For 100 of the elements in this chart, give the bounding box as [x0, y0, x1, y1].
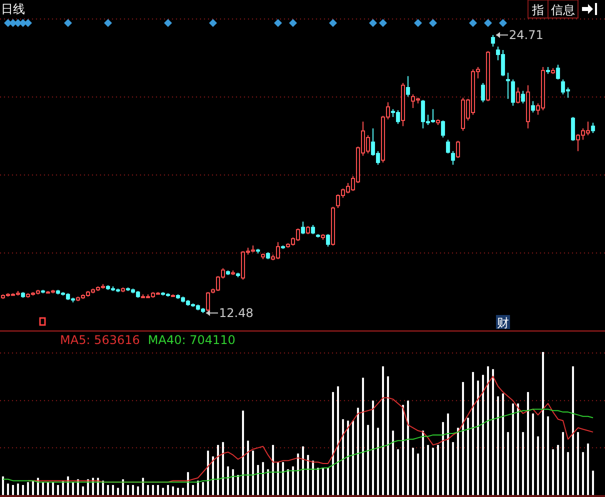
- bar: [102, 480, 104, 495]
- candlestick: [481, 82, 485, 103]
- bar: [352, 420, 354, 495]
- bar: [132, 484, 134, 495]
- bar: [427, 444, 429, 495]
- bar: [327, 468, 329, 495]
- bar: [362, 378, 364, 495]
- bar: [27, 482, 29, 495]
- bar: [552, 449, 554, 495]
- candlestick: [571, 116, 575, 142]
- candlestick: [451, 150, 455, 166]
- bar: [142, 478, 144, 495]
- bar: [332, 392, 334, 495]
- bar: [487, 366, 489, 495]
- candlestick: [446, 139, 450, 154]
- bar: [317, 468, 319, 495]
- bar: [532, 413, 534, 495]
- bar: [452, 442, 454, 495]
- bar: [437, 444, 439, 495]
- bar: [2, 476, 4, 495]
- bar: [122, 479, 124, 495]
- bar: [397, 449, 399, 495]
- candlestick: [556, 64, 560, 80]
- bar: [577, 432, 579, 495]
- text: MA40: 704110: [148, 333, 236, 347]
- bar: [192, 484, 194, 495]
- bar: [252, 450, 254, 495]
- bar: [537, 436, 539, 495]
- candlestick: [516, 87, 520, 104]
- candlestick: [326, 234, 330, 248]
- bar: [497, 396, 499, 495]
- bar: [422, 430, 424, 495]
- bar: [542, 352, 544, 495]
- toolbar-button: 指: [528, 0, 548, 18]
- candlestick: [591, 122, 595, 134]
- bar: [457, 428, 459, 495]
- bar: [222, 442, 224, 495]
- bar: [232, 469, 234, 495]
- bar: [177, 488, 179, 495]
- bar: [32, 480, 34, 495]
- bar: [137, 486, 139, 495]
- candlestick: [521, 90, 525, 104]
- candlestick: [301, 221, 305, 235]
- bar: [227, 466, 229, 495]
- bar: [292, 466, 294, 495]
- bar: [592, 470, 594, 495]
- candlestick: [406, 76, 410, 98]
- bar: [377, 428, 379, 495]
- bar: [172, 486, 174, 495]
- bar: [442, 422, 444, 495]
- bar: [557, 444, 559, 495]
- bar: [162, 488, 164, 495]
- candlestick: [441, 120, 445, 138]
- finance-note: 财: [496, 315, 510, 330]
- bar: [72, 482, 74, 495]
- bar: [402, 404, 404, 495]
- bar: [82, 486, 84, 495]
- bar: [272, 444, 274, 495]
- bar: [127, 484, 129, 495]
- bar: [262, 462, 264, 495]
- bar: [417, 454, 419, 495]
- bar: [197, 480, 199, 495]
- bar: [482, 374, 484, 495]
- bar: [297, 454, 299, 495]
- bar: [522, 432, 524, 495]
- bar: [322, 468, 324, 495]
- bar: [372, 400, 374, 495]
- bar: [407, 400, 409, 495]
- annotation: 12.48: [219, 306, 254, 320]
- bar: [12, 484, 14, 495]
- bar: [412, 448, 414, 495]
- bar: [117, 488, 119, 495]
- candlestick: [531, 100, 535, 114]
- bar: [432, 448, 434, 495]
- bar: [42, 482, 44, 495]
- bar: [547, 416, 549, 495]
- bar: [472, 372, 474, 495]
- bar: [52, 482, 54, 495]
- toolbar-button: 信息: [548, 0, 578, 18]
- bar: [387, 376, 389, 495]
- candlestick: [491, 34, 495, 48]
- bar: [567, 452, 569, 495]
- bar: [467, 418, 469, 495]
- candlestick: [311, 224, 315, 235]
- bar: [477, 380, 479, 495]
- bar: [302, 446, 304, 495]
- bar: [207, 450, 209, 495]
- bar: [267, 469, 269, 495]
- bar: [502, 393, 504, 495]
- candlestick: [506, 72, 510, 100]
- candlestick: [456, 140, 460, 158]
- bar: [277, 462, 279, 495]
- bar: [57, 484, 59, 495]
- bar: [312, 460, 314, 495]
- bar: [342, 419, 344, 495]
- bar: [492, 369, 494, 495]
- bar: [337, 386, 339, 495]
- bar: [17, 484, 19, 495]
- bar: [517, 403, 519, 495]
- bar: [347, 420, 349, 495]
